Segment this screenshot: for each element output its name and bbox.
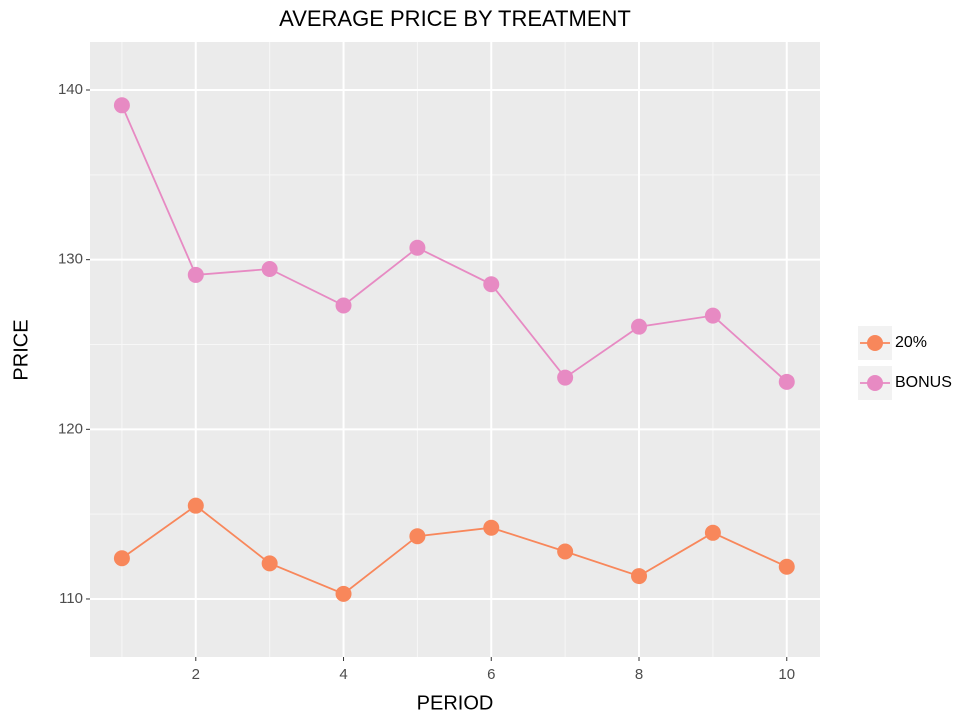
data-point [704, 524, 721, 541]
data-point [631, 318, 648, 335]
data-point [483, 276, 500, 293]
data-point [113, 97, 130, 114]
data-point [187, 266, 204, 283]
y-tick-label: 110 [59, 590, 83, 607]
x-tick-label: 6 [487, 666, 495, 683]
series-line [121, 104, 788, 383]
legend-marker [867, 375, 883, 391]
x-tick-label: 2 [192, 666, 200, 683]
chart-title: AVERAGE PRICE BY TREATMENT [279, 6, 631, 31]
data-point [261, 260, 278, 277]
y-tick-label: 120 [58, 420, 83, 437]
data-point [409, 239, 426, 256]
x-tick-label: 4 [339, 666, 347, 683]
data-point [778, 373, 795, 390]
y-axis-title: PRICE [10, 319, 32, 380]
legend-marker [867, 335, 883, 351]
y-tick-label: 130 [58, 251, 83, 268]
data-point [335, 585, 352, 602]
legend-label: 20% [895, 334, 927, 351]
x-tick-label: 8 [635, 666, 643, 683]
data-point [187, 497, 204, 514]
data-point [557, 543, 574, 560]
data-point [778, 558, 795, 575]
series-line [121, 504, 788, 595]
data-point [557, 369, 574, 386]
data-point [704, 307, 721, 324]
data-point [631, 568, 648, 585]
data-point [113, 550, 130, 567]
grid [90, 42, 820, 657]
data-point [335, 297, 352, 314]
plot-area [113, 97, 795, 602]
x-tick-label: 10 [778, 666, 795, 683]
data-point [483, 519, 500, 536]
x-axis-title: PERIOD [417, 692, 494, 714]
legend: 20% BONUS [858, 326, 952, 400]
data-point [261, 555, 278, 572]
panel [90, 42, 820, 657]
legend-label: BONUS [895, 374, 952, 391]
y-tick-label: 140 [58, 81, 83, 98]
data-point [409, 528, 426, 545]
